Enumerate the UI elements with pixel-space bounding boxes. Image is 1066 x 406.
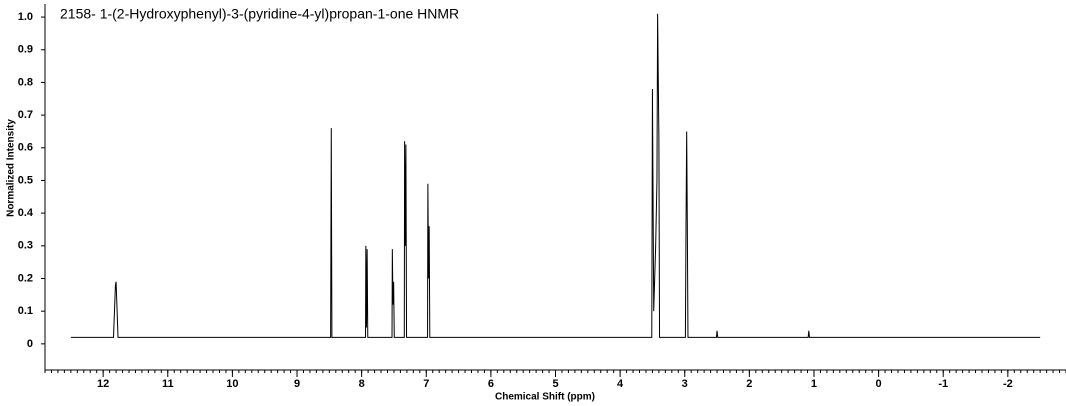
x-tick-label: 9 [294, 378, 300, 390]
x-tick-label: 6 [488, 378, 494, 390]
x-tick-label: 8 [359, 378, 365, 390]
spectrum-line [70, 13, 1041, 338]
x-tick-label: 0 [876, 378, 882, 390]
x-tick-label: 2 [746, 378, 752, 390]
y-tick-label: 0.1 [18, 305, 33, 317]
y-tick-label: 0 [27, 338, 33, 350]
x-tick-label: 3 [682, 378, 688, 390]
y-tick-label: 0.7 [18, 109, 33, 121]
x-tick-label: -1 [938, 378, 948, 390]
y-tick-label: 0.2 [18, 272, 33, 284]
x-tick-label: 12 [97, 378, 109, 390]
y-tick-label: 0.9 [18, 44, 33, 56]
y-axis-title: Normalized Intensity [6, 119, 17, 217]
x-tick-label: 10 [226, 378, 238, 390]
x-tick-label: -2 [1003, 378, 1013, 390]
x-tick-label: 7 [423, 378, 429, 390]
x-tick-label: 4 [617, 378, 624, 390]
y-tick-label: 0.4 [18, 207, 34, 219]
y-tick-label: 0.3 [18, 240, 33, 252]
y-tick-label: 0.8 [18, 76, 33, 88]
x-tick-label: 11 [162, 378, 174, 390]
x-tick-label: 1 [811, 378, 817, 390]
y-tick-label: 0.5 [18, 174, 33, 186]
chart-title: 2158- 1-(2-Hydroxyphenyl)-3-(pyridine-4-… [60, 6, 459, 22]
x-axis-title: Chemical Shift (ppm) [495, 392, 595, 403]
x-tick-label: 5 [552, 378, 558, 390]
y-tick-label: 0.6 [18, 142, 33, 154]
y-tick-label: 1.0 [18, 11, 33, 23]
